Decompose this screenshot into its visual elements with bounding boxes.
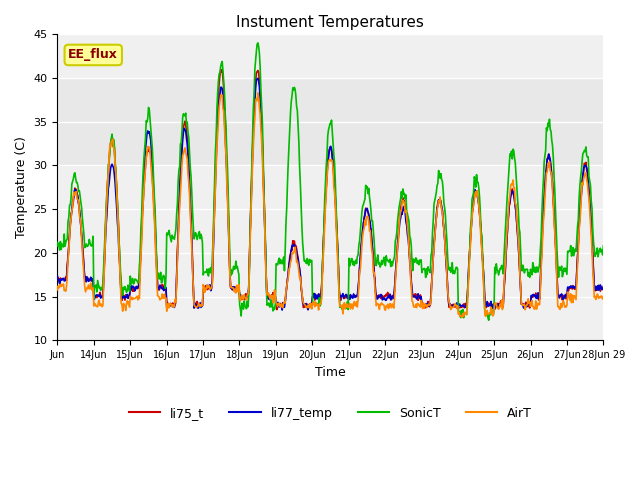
Text: EE_flux: EE_flux [68, 48, 118, 61]
X-axis label: Time: Time [315, 366, 346, 379]
Bar [58, 78, 604, 165]
Title: Instument Temperatures: Instument Temperatures [236, 15, 424, 30]
Y-axis label: Temperature (C): Temperature (C) [15, 136, 28, 238]
Legend: li75_t, li77_temp, SonicT, AirT: li75_t, li77_temp, SonicT, AirT [124, 402, 537, 425]
